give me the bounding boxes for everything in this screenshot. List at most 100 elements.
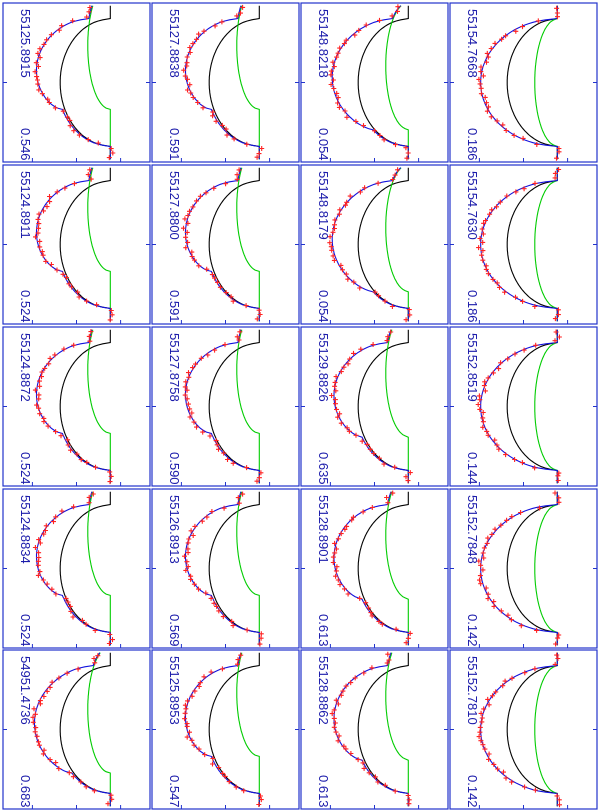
observed-point (48, 32, 54, 38)
observed-point (556, 470, 562, 476)
observed-point (84, 298, 90, 304)
observed-point (518, 510, 524, 515)
observed-point (49, 586, 55, 592)
observed-point (486, 751, 492, 757)
observed-point (334, 564, 340, 570)
model-fit-line (184, 652, 260, 807)
observed-point (476, 558, 482, 564)
observed-point (518, 623, 524, 629)
observed-point (197, 680, 203, 686)
observed-point (509, 675, 515, 681)
observed-point (405, 635, 411, 641)
observed-point (107, 479, 113, 485)
secondary-profile-line (385, 329, 409, 484)
observed-point (335, 536, 341, 542)
observed-point (479, 715, 485, 721)
observed-point (332, 540, 338, 546)
observed-point (357, 189, 363, 195)
observed-point (338, 531, 344, 537)
observed-point (552, 175, 558, 181)
observed-point (480, 410, 486, 415)
observed-point (520, 298, 526, 304)
observed-point (185, 76, 190, 82)
secondary-profile-line (385, 5, 409, 160)
observed-point (85, 172, 91, 178)
observed-point (364, 441, 370, 447)
observed-point (346, 428, 352, 434)
observed-point (32, 545, 38, 550)
observed-point (491, 599, 497, 605)
observed-point (376, 618, 382, 624)
observed-point (334, 546, 339, 552)
observed-point (503, 128, 509, 133)
observed-point (476, 245, 482, 251)
observed-point (377, 133, 383, 138)
observed-point (331, 724, 337, 730)
observed-point (207, 433, 213, 439)
observed-point (345, 276, 351, 282)
observed-point (342, 586, 347, 592)
observed-point (498, 360, 504, 366)
model-fit-line (331, 167, 409, 322)
observed-point (42, 365, 48, 371)
observed-point (340, 688, 346, 694)
observed-point (65, 599, 71, 605)
observed-point (390, 490, 396, 496)
observed-point (537, 505, 542, 511)
panel: 55127.8838 0.591 (151, 2, 300, 163)
observed-point (481, 555, 487, 561)
observed-point (65, 437, 71, 443)
observed-point (65, 442, 71, 448)
observed-point (39, 369, 45, 375)
observed-point (32, 69, 38, 75)
orbital-phase-label: 0.590 (167, 452, 182, 485)
observed-point (384, 495, 390, 500)
observed-point (186, 374, 192, 380)
observed-point (219, 666, 225, 672)
observed-point (331, 707, 337, 713)
panel: 55125.8915 0.546 (2, 2, 151, 163)
observed-point (185, 213, 191, 218)
observed-point (256, 802, 262, 807)
observed-point (51, 519, 56, 525)
observed-point (244, 141, 250, 147)
observed-point (110, 150, 116, 156)
observed-point (484, 108, 490, 114)
observed-point (485, 54, 491, 60)
observed-point (258, 797, 264, 803)
observed-point (553, 641, 559, 647)
panel: 55128.8862 0.613 (300, 649, 449, 810)
observed-point (68, 447, 74, 453)
observed-point (338, 262, 344, 268)
observed-point (41, 41, 47, 47)
observed-point (357, 595, 363, 601)
observed-point (330, 253, 336, 259)
secondary-profile-line (87, 5, 111, 160)
observed-point (225, 457, 230, 462)
observed-point (505, 612, 511, 618)
observed-point (556, 495, 562, 501)
observed-point (407, 470, 413, 476)
observed-point (513, 28, 519, 34)
observed-point (494, 118, 500, 124)
observed-point (213, 118, 219, 124)
observed-point (335, 95, 341, 101)
observed-point (41, 747, 47, 753)
observed-point (195, 100, 201, 105)
observed-point (395, 8, 400, 14)
primary-profile-line (506, 5, 558, 160)
observed-point (478, 562, 484, 568)
observed-point (194, 424, 199, 430)
observed-point (200, 429, 206, 435)
observed-point (36, 225, 41, 231)
observed-point (554, 793, 560, 799)
observed-point (91, 788, 97, 794)
observed-point (337, 582, 343, 588)
observed-point (482, 746, 488, 752)
observed-point (347, 193, 353, 199)
observed-point (534, 142, 540, 147)
observed-point (485, 375, 491, 381)
orbital-phase-label: 0.186 (465, 128, 480, 161)
observed-point (254, 316, 260, 322)
